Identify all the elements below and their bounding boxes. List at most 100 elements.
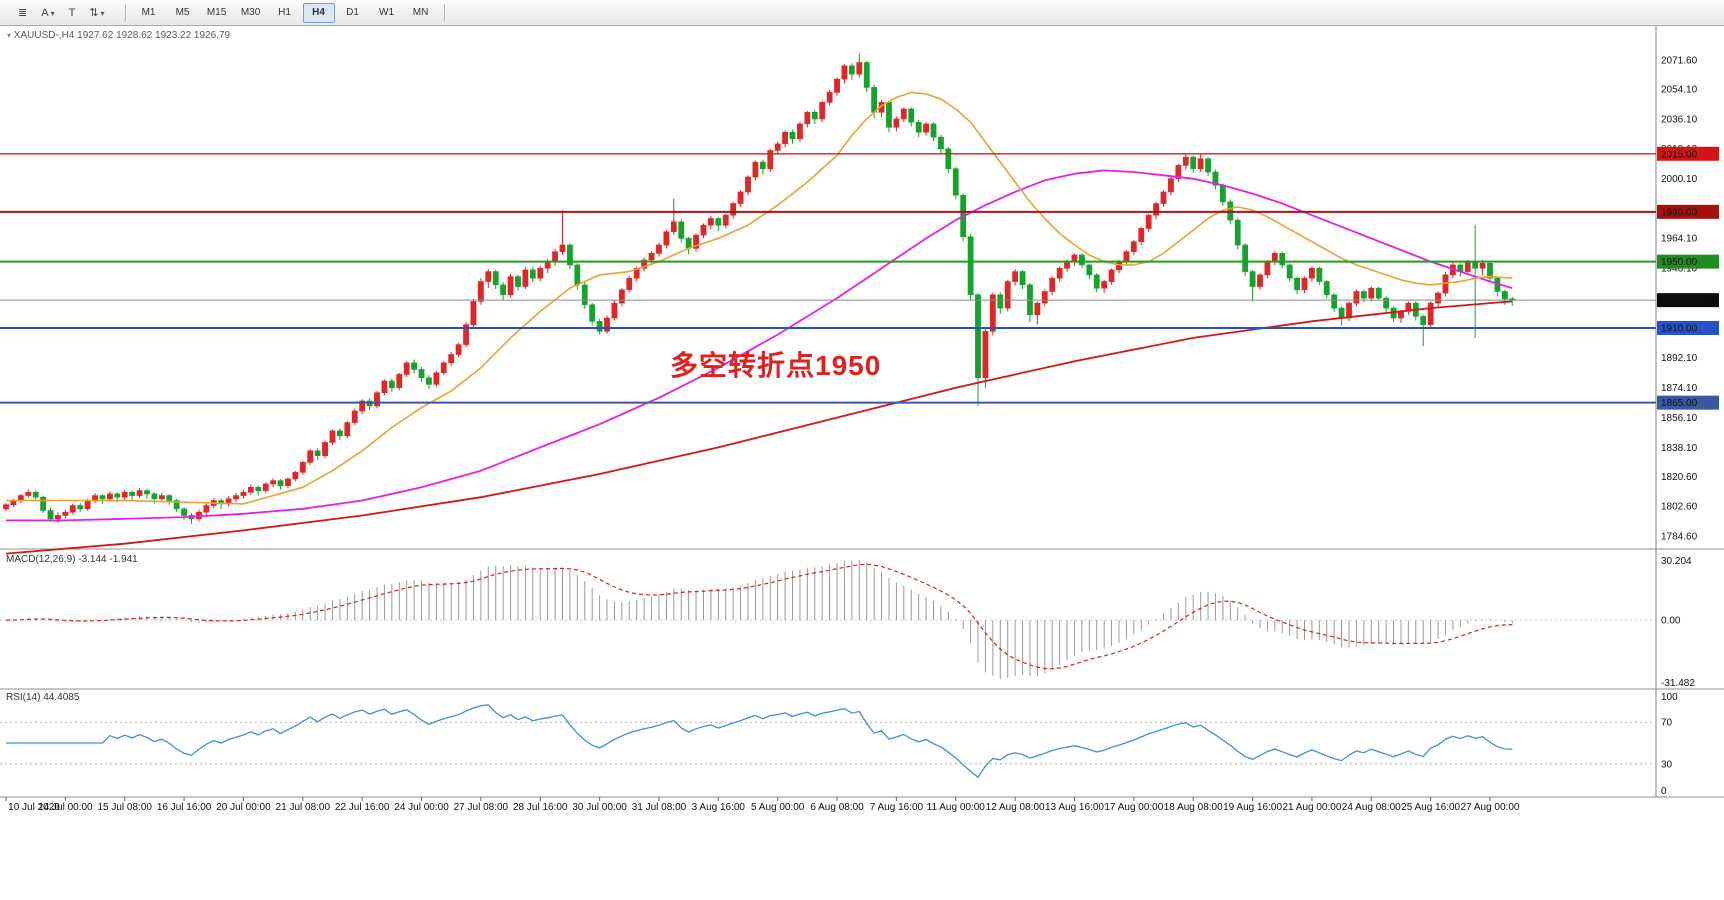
chart-window[interactable]: 2071.602054.102036.102018.102000.101982.… [0,26,1724,895]
axis-label: 1910.00 [1661,323,1698,334]
candle [626,277,633,291]
candle [1427,302,1434,325]
candle [448,354,455,364]
candle [40,496,46,511]
candle [62,511,69,516]
text-tool[interactable]: T [68,6,76,19]
candles-layer [3,53,1516,524]
time-label: 19 Aug 16:00 [1223,802,1282,813]
candle [158,495,165,500]
candle [589,304,596,322]
tf-button-MN[interactable]: MN [412,6,429,18]
candle [648,253,655,261]
candle [403,362,410,375]
time-label: 12 Aug 08:00 [986,802,1045,813]
chart-title: ▾ XAUUSD-,H4 1927.62 1928.62 1923.22 192… [7,30,230,41]
candle [1309,267,1315,279]
tf-button-W1[interactable]: W1 [379,6,395,18]
ohlc-values: 1927.62 1928.62 1923.22 1926.79 [77,30,231,41]
candle [247,486,254,493]
candle [1175,165,1182,179]
timeframe-buttons: M1 M5 M15 M30 H1 H4 D1 W1 MN [132,2,438,23]
candle [1331,294,1338,309]
candle [25,491,32,496]
candle [1338,307,1345,319]
candle [440,362,447,374]
rsi-indicator-label: RSI(14) 44.4085 [6,692,80,703]
candle [277,480,284,486]
indicators-tool[interactable]: ⇅ ▾ [89,6,105,19]
candle [997,294,1004,309]
chart-text-annotation[interactable]: 多空转折点1950 [670,350,882,381]
time-label: 21 Aug 00:00 [1282,802,1341,813]
tf-button-D1[interactable]: D1 [346,6,359,18]
time-label: 14 Jul 00:00 [38,802,93,813]
candle [32,491,39,498]
axis-label: 0 [1661,786,1667,797]
candle [1435,292,1441,304]
time-label: 15 Jul 08:00 [97,802,152,813]
chart-canvas[interactable]: 2071.602054.102036.102018.102000.101982.… [0,26,1724,895]
candle [700,224,707,236]
candle [1242,244,1249,272]
time-label: 25 Aug 16:00 [1401,802,1460,813]
collapse-triangle-icon[interactable]: ▾ [7,31,12,40]
price-badge [1657,204,1719,219]
tf-button-H1[interactable]: H1 [278,6,291,18]
axis-label: 1950.00 [1661,257,1698,268]
candle [262,483,269,491]
candle [151,493,158,500]
candle [351,410,358,423]
candle [1212,171,1219,186]
chart-list-icon[interactable]: ≣ [18,6,28,19]
candle [670,221,677,233]
candle [1034,302,1041,316]
candle [1160,191,1167,204]
candle [292,472,299,480]
axis-label: 0.00 [1661,616,1681,627]
time-label: 17 Aug 00:00 [1104,802,1163,813]
candle [1145,214,1152,229]
candle [752,161,759,178]
candle [1279,253,1286,266]
candle [55,515,61,520]
tf-button-M30[interactable]: M30 [240,6,261,18]
time-label: 27 Jul 08:00 [454,802,509,813]
candle [203,505,210,513]
candle [1368,287,1375,299]
candle [1219,184,1226,203]
candle [181,508,187,516]
candle [1323,281,1330,296]
candle [1501,291,1508,300]
candle [270,480,277,485]
candle [136,490,143,496]
price-badge [1657,146,1719,161]
price-badge [1657,293,1719,308]
candle [1249,271,1256,287]
candle [233,495,239,500]
candle [1294,277,1300,291]
candle [374,392,380,407]
candle [945,148,952,170]
time-label: 7 Aug 16:00 [870,802,924,813]
candle [166,495,173,501]
candle [106,493,113,500]
annotation-a-tool[interactable]: A ▾ [41,6,55,19]
tf-button-M15[interactable]: M15 [206,6,227,18]
macd-signal-line [5,563,1513,670]
candle [722,214,729,226]
tf-button-M1[interactable]: M1 [141,6,156,18]
candle [1182,156,1189,166]
candle [121,491,128,498]
toolbar-separator [124,3,126,22]
time-label: 5 Aug 00:00 [751,802,805,813]
candle [611,302,618,319]
tf-button-M5[interactable]: M5 [175,6,190,18]
candle [834,78,840,93]
tf-button-H4[interactable]: H4 [302,2,335,23]
candle [359,400,366,412]
candle [1130,241,1137,252]
candle [1123,251,1130,262]
axis-label: 1865.00 [1661,398,1698,409]
